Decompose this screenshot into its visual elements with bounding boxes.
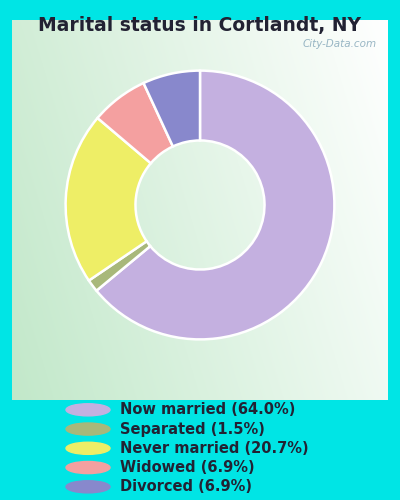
Text: Widowed (6.9%): Widowed (6.9%): [120, 460, 255, 475]
Wedge shape: [66, 118, 151, 280]
Circle shape: [66, 423, 110, 435]
Circle shape: [66, 404, 110, 416]
Wedge shape: [89, 242, 150, 290]
Text: Divorced (6.9%): Divorced (6.9%): [120, 480, 252, 494]
Text: Now married (64.0%): Now married (64.0%): [120, 402, 295, 417]
Text: Marital status in Cortlandt, NY: Marital status in Cortlandt, NY: [38, 16, 362, 35]
Circle shape: [66, 481, 110, 493]
Text: Never married (20.7%): Never married (20.7%): [120, 441, 309, 456]
Circle shape: [66, 442, 110, 454]
Wedge shape: [144, 70, 200, 146]
Circle shape: [66, 462, 110, 473]
Text: Separated (1.5%): Separated (1.5%): [120, 422, 265, 436]
Wedge shape: [96, 70, 334, 340]
Text: City-Data.com: City-Data.com: [302, 39, 377, 49]
Wedge shape: [98, 83, 173, 164]
